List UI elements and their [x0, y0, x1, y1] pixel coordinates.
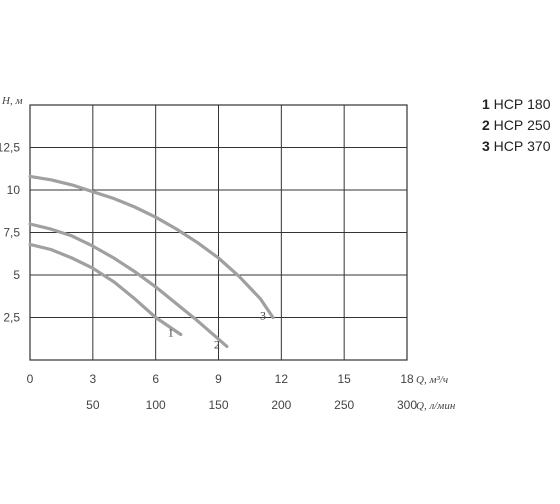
- curve-label-2: 2: [214, 337, 220, 351]
- x2-tick-label: 50: [86, 398, 100, 412]
- grid: [29, 104, 408, 361]
- y-tick-label: 12,5: [0, 141, 20, 155]
- x2-axis-title: Q, л/мин: [416, 400, 456, 412]
- legend-entry: 2 НСР 250: [482, 117, 551, 133]
- curve-1: [28, 242, 183, 337]
- legend-label: НСР 370: [490, 138, 551, 154]
- x-tick-label: 15: [337, 372, 351, 386]
- curve-2: [28, 222, 229, 348]
- x-tick-label: 9: [215, 372, 222, 386]
- x2-tick-label: 200: [271, 398, 291, 412]
- x-tick-label: 18: [400, 372, 414, 386]
- x-tick-label: 12: [275, 372, 289, 386]
- y-tick-label: 7,5: [3, 226, 20, 240]
- y-axis-title: H, м: [1, 95, 22, 107]
- y-tick-label: 2,5: [3, 311, 20, 325]
- curve-label-1: 1: [168, 326, 174, 340]
- x-tick-label: 0: [27, 372, 34, 386]
- x2-tick-label: 150: [208, 398, 228, 412]
- y-tick-label: 5: [13, 268, 20, 282]
- legend-label: НСР 250: [490, 117, 551, 133]
- x2-tick-label: 250: [334, 398, 354, 412]
- x-axis-title: Q, м³/ч: [416, 374, 448, 386]
- curve-3: [28, 174, 275, 320]
- x-tick-label: 3: [89, 372, 96, 386]
- curves: 1 2 3: [28, 174, 275, 351]
- x2-tick-label: 100: [146, 398, 166, 412]
- legend-entry: 1 НСР 180: [482, 96, 551, 112]
- x2-tick-label: 300: [397, 398, 417, 412]
- x-tick-label: 6: [152, 372, 159, 386]
- legend-label: НСР 180: [490, 96, 551, 112]
- legend-number: 3: [482, 138, 490, 154]
- curve-label-3: 3: [260, 309, 266, 323]
- legend-number: 1: [482, 96, 490, 112]
- legend-number: 2: [482, 117, 490, 133]
- legend-entry: 3 НСР 370: [482, 138, 551, 154]
- y-tick-label: 10: [7, 183, 21, 197]
